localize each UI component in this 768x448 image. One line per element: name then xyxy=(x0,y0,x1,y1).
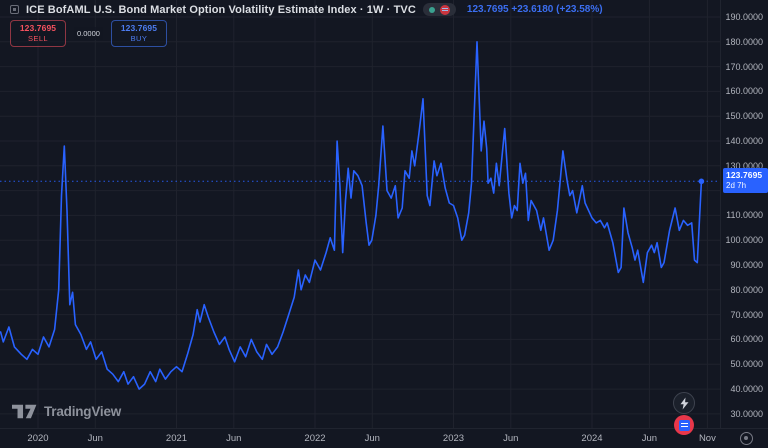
time-tick-label: Jun xyxy=(641,433,658,444)
price-tick-label: 90.0000 xyxy=(730,260,763,270)
chart-plot-area[interactable] xyxy=(0,0,720,428)
price-tick-label: 110.0000 xyxy=(726,210,763,221)
sell-label: SELL xyxy=(28,34,48,43)
current-price-badge: 123.7695 2d 7h xyxy=(723,168,768,193)
time-tick-label: Jun xyxy=(226,433,242,444)
price-tick-label: 130.0000 xyxy=(725,160,763,171)
symbol-title[interactable]: ICE BofAML U.S. Bond Market Option Volat… xyxy=(26,3,416,16)
symbol-logo-icon xyxy=(10,5,19,14)
quick-trade-button[interactable] xyxy=(673,392,695,414)
time-tick-label: Jun xyxy=(503,433,519,444)
grid-lines xyxy=(0,0,720,428)
price-tick-label: 180.0000 xyxy=(725,36,763,47)
lightning-icon xyxy=(680,397,688,409)
tradingview-logo-text: TradingView xyxy=(44,404,122,419)
price-tick-label: 60.0000 xyxy=(730,334,763,345)
last-price-marker-dot xyxy=(698,178,705,185)
price-tick-label: 160.0000 xyxy=(725,86,763,97)
price-tick-label: 50.0000 xyxy=(730,359,763,370)
time-tick-label: Jun xyxy=(87,433,103,444)
broker-report-icon xyxy=(678,419,690,431)
price-tick-label: 80.0000 xyxy=(730,284,763,295)
broker-panel-button[interactable] xyxy=(674,415,694,435)
price-tick-label: 170.0000 xyxy=(725,61,763,72)
tradingview-logo[interactable]: TradingView xyxy=(12,404,121,419)
market-open-dot-icon xyxy=(428,6,435,13)
time-tick-label: Nov xyxy=(698,433,716,444)
price-scale[interactable]: 123.7695 2d 7h 190.0000 180.0000 170.0000 1… xyxy=(720,0,768,428)
last-price-change: 123.7695 +23.6180 (+23.58%) xyxy=(466,4,603,15)
sell-price: 123.7695 xyxy=(19,23,57,33)
badge-price: 123.7695 xyxy=(726,170,763,181)
price-tick-label: 70.0000 xyxy=(730,309,763,320)
time-tick-label: 2024 xyxy=(581,433,603,444)
badge-countdown: 2d 7h xyxy=(726,180,747,190)
market-status-pill[interactable] xyxy=(422,3,456,16)
chart-legend: ICE BofAML U.S. Bond Market Option Volat… xyxy=(10,3,603,47)
price-tick-label: 190.0000 xyxy=(725,12,763,22)
price-tick-label: 150.0000 xyxy=(725,111,763,122)
time-tick-label: 2022 xyxy=(304,433,326,444)
tradingview-logo-icon xyxy=(12,404,37,419)
price-tick-label: 40.0000 xyxy=(730,384,763,395)
time-tick-label: 2021 xyxy=(165,433,188,444)
delayed-data-icon xyxy=(439,4,450,15)
price-tick-label: 100.0000 xyxy=(725,235,763,246)
price-tick-label: 140.0000 xyxy=(725,136,763,146)
time-tick-label: 2020 xyxy=(27,433,49,444)
time-tick-label: 2023 xyxy=(442,433,465,444)
buy-price: 123.7695 xyxy=(120,23,158,33)
time-scale[interactable]: 2020 Jun 2021 Jun 2022 Jun 2023 Jun 2024 Jun Nov xyxy=(0,428,768,448)
spread-value: 0.0000 xyxy=(74,27,103,40)
time-tick-label: Jun xyxy=(364,433,380,444)
buy-label: BUY xyxy=(130,34,148,43)
sell-button[interactable]: 123.7695 SELL xyxy=(10,20,66,47)
buy-button[interactable]: 123.7695 BUY xyxy=(110,20,167,47)
price-line-series xyxy=(0,41,703,390)
timezone-settings-icon[interactable] xyxy=(740,432,753,445)
price-tick-label: 30.0000 xyxy=(730,408,763,419)
